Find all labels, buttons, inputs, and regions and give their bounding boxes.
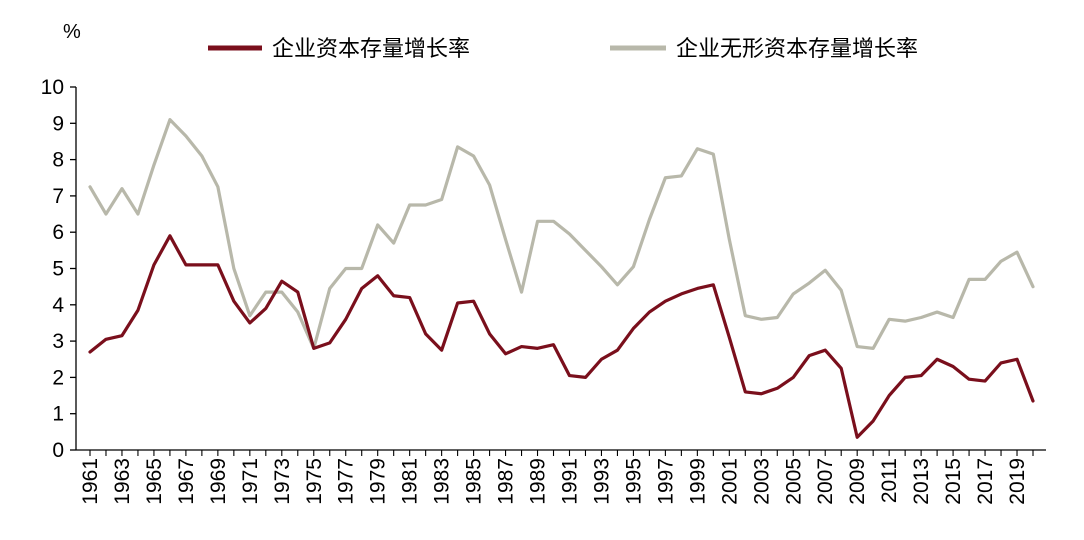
x-tick-label: 1993 — [590, 458, 613, 505]
x-tick-label: 1963 — [111, 458, 134, 505]
y-tick-label: 6 — [52, 221, 64, 244]
y-tick-label: 2 — [52, 366, 64, 389]
y-tick-label: 4 — [52, 294, 64, 317]
x-tick-label: 2009 — [846, 458, 869, 505]
y-tick-label: 5 — [52, 258, 64, 281]
x-tick-label: 2019 — [1006, 458, 1029, 505]
x-tick-label: 2005 — [782, 458, 805, 505]
x-tick-label: 2011 — [878, 458, 901, 503]
x-tick-label: 1997 — [654, 458, 677, 505]
x-tick-label: 1977 — [335, 458, 358, 505]
y-tick-label: 10 — [41, 76, 64, 99]
x-tick-label: 1981 — [399, 458, 422, 505]
x-tick-label: 1983 — [431, 458, 454, 505]
legend-label-capital-stock: 企业资本存量增长率 — [272, 37, 470, 62]
x-tick-label: 1999 — [686, 458, 709, 505]
x-tick-label: 1987 — [495, 458, 518, 505]
x-tick-label: 1975 — [303, 458, 326, 505]
x-tick-label: 2017 — [974, 458, 997, 505]
x-tick-label: 2001 — [718, 458, 741, 505]
y-unit-label: % — [63, 21, 81, 43]
legend: 企业资本存量增长率 企业无形资本存量增长率 — [208, 37, 918, 62]
x-tick-label: 1985 — [463, 458, 486, 505]
x-tick-label: 1961 — [79, 458, 102, 505]
x-tick-label: 1969 — [207, 458, 230, 505]
series-line-intangible-capital-stock — [88, 118, 1035, 350]
y-tick-label: 3 — [52, 330, 64, 353]
y-tick-label: 1 — [52, 403, 64, 426]
y-tick-label: 7 — [52, 185, 64, 208]
x-tick-label: 2007 — [814, 458, 837, 505]
legend-entry-intangible-capital-stock: 企业无形资本存量增长率 — [610, 37, 918, 62]
x-tick-label: 1995 — [622, 458, 645, 505]
x-tick-label: 2015 — [942, 458, 965, 505]
x-tick-label: 2003 — [750, 458, 773, 505]
x-tick-label: 1965 — [143, 458, 166, 505]
y-tick-label: 0 — [52, 439, 64, 462]
x-axis: 1961 1963 1965 1967 1969 1971 1973 1975 1977 1979… — [76, 449, 1046, 505]
x-tick-label: 1971 — [239, 458, 262, 505]
series-line-capital-stock — [88, 234, 1035, 439]
x-tick-label: 1979 — [367, 458, 390, 505]
x-tick-label: 1973 — [271, 458, 294, 505]
x-tick-label: 1967 — [175, 458, 198, 505]
x-tick-label: 2013 — [910, 458, 933, 505]
x-tick-label: 1989 — [527, 458, 550, 505]
y-tick-label: 8 — [52, 149, 64, 172]
y-axis: 0 1 2 3 4 5 6 7 8 9 10 — [41, 76, 77, 462]
x-tick-label: 1991 — [558, 458, 581, 505]
legend-label-intangible-capital-stock: 企业无形资本存量增长率 — [676, 37, 918, 62]
y-tick-label: 9 — [52, 112, 64, 135]
series-layer — [88, 118, 1035, 439]
legend-entry-capital-stock: 企业资本存量增长率 — [208, 37, 470, 62]
